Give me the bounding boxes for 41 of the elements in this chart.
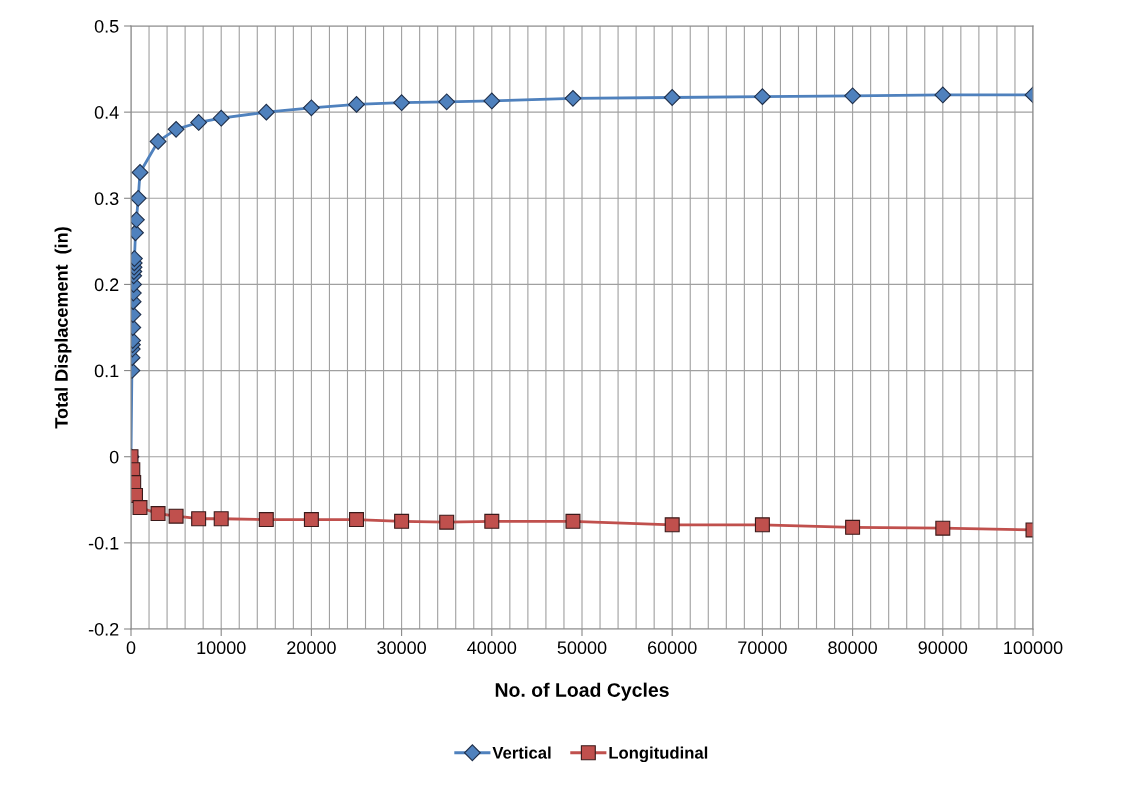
- point: [131, 189, 147, 207]
- point: [664, 517, 680, 533]
- point: [845, 519, 861, 535]
- y-tick-label: 0.2: [94, 278, 119, 292]
- y-axis-title: Total Displacement (in): [54, 227, 72, 429]
- x-tick-label: 60000: [648, 641, 697, 655]
- point: [191, 511, 207, 527]
- x-tick-label: 90000: [918, 641, 968, 655]
- x-tick-label: 10000: [197, 641, 246, 655]
- x-tick-label: 100000: [1004, 641, 1063, 655]
- y-tick-label: -0.1: [88, 536, 119, 550]
- x-tick-label: 50000: [557, 641, 607, 655]
- x-tick-label: 70000: [738, 641, 787, 655]
- point: [754, 517, 770, 533]
- point: [484, 513, 500, 529]
- point: [303, 512, 319, 528]
- point: [132, 500, 148, 516]
- legend-label: Vertical: [492, 746, 551, 759]
- y-tick-label: 0.5: [94, 19, 119, 33]
- x-tick-label: 40000: [467, 641, 517, 655]
- y-tick-label: 0.4: [94, 106, 119, 119]
- point: [349, 512, 364, 528]
- point: [150, 506, 166, 522]
- y-tick-label: 0.1: [94, 364, 119, 378]
- y-tick-label: -0.2: [88, 622, 119, 636]
- x-axis-title: No. of Load Cycles: [495, 682, 669, 701]
- y-tick-label: 0.3: [94, 192, 119, 206]
- point: [935, 520, 951, 536]
- y-tick-label: 0: [109, 450, 119, 464]
- point: [258, 512, 274, 528]
- point: [565, 513, 581, 529]
- point: [394, 513, 410, 529]
- point: [131, 211, 145, 229]
- point: [213, 511, 229, 527]
- legend-label: Longitudinal: [609, 746, 708, 763]
- x-tick-label: 30000: [377, 641, 426, 655]
- x-tick-label: 0: [126, 641, 136, 655]
- point: [439, 514, 455, 530]
- point: [168, 508, 184, 524]
- x-tick-label: 20000: [287, 641, 336, 655]
- x-tick-label: 80000: [828, 641, 877, 655]
